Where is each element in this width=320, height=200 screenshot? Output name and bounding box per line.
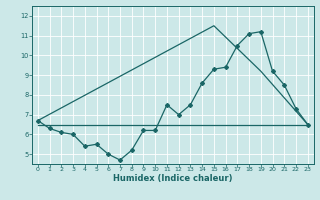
X-axis label: Humidex (Indice chaleur): Humidex (Indice chaleur) (113, 174, 233, 183)
